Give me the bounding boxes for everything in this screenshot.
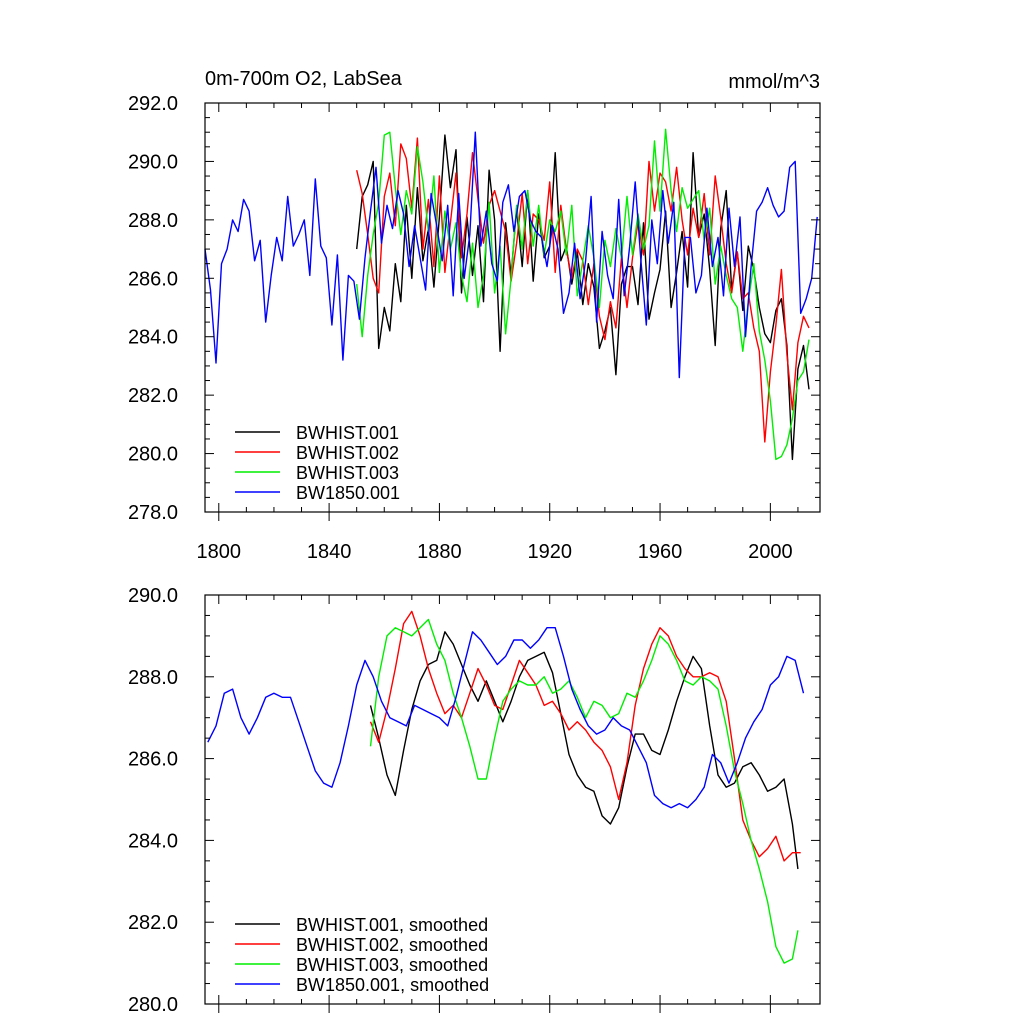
y-tick-label: 280.0	[128, 444, 178, 466]
x-tick-label: 1800	[197, 541, 242, 563]
units-label: mmol/m^3	[728, 71, 820, 93]
y-tick-label: 282.0	[128, 912, 178, 934]
y-tick-label: 288.0	[128, 667, 178, 689]
y-tick-label: 288.0	[128, 210, 178, 232]
y-tick-label: 286.0	[128, 749, 178, 771]
series-line-3	[369, 618, 799, 964]
legend-label: BWHIST.002	[296, 443, 399, 463]
x-tick-label: 1840	[307, 541, 352, 563]
legend-label: BW1850.001	[296, 483, 400, 503]
series-line-2	[369, 610, 801, 862]
x-tick-label: 1880	[417, 541, 462, 563]
legend-label: BWHIST.001	[296, 423, 399, 443]
y-tick-label: 280.0	[128, 994, 178, 1016]
y-tick-label: 286.0	[128, 268, 178, 290]
top-panel: 278.0 280.0 282.0 284.0 286.0 288.0 290.0 292.0…	[128, 68, 821, 563]
legend-label: BWHIST.002, smoothed	[296, 935, 488, 955]
chart-title: 0m-700m O2, LabSea	[205, 68, 403, 90]
legend-label: BWHIST.001, smoothed	[296, 915, 488, 935]
legend-label: BWHIST.003	[296, 463, 399, 483]
x-tick-label: 2000	[748, 541, 793, 563]
y-tick-label: 284.0	[128, 327, 178, 349]
x-tick-label: 1960	[638, 541, 683, 563]
series-line-4	[207, 627, 805, 809]
series-line-4	[204, 131, 818, 379]
series-line-1	[356, 134, 810, 461]
series-line-2	[356, 137, 810, 443]
bottom-panel: 280.0 282.0 284.0 286.0 288.0 290.0 BWHIST.001…	[128, 585, 821, 1016]
x-tick-label: 1920	[527, 541, 572, 563]
y-tick-label: 292.0	[128, 93, 178, 115]
y-tick-label: 282.0	[128, 385, 178, 407]
series-line-1	[369, 631, 799, 870]
series-line-3	[356, 128, 810, 461]
y-tick-label: 278.0	[128, 502, 178, 524]
y-tick-label: 290.0	[128, 585, 178, 607]
legend-label: BWHIST.003, smoothed	[296, 955, 488, 975]
y-tick-label: 284.0	[128, 830, 178, 852]
y-tick-label: 290.0	[128, 151, 178, 173]
legend-label: BW1850.001, smoothed	[296, 975, 489, 995]
